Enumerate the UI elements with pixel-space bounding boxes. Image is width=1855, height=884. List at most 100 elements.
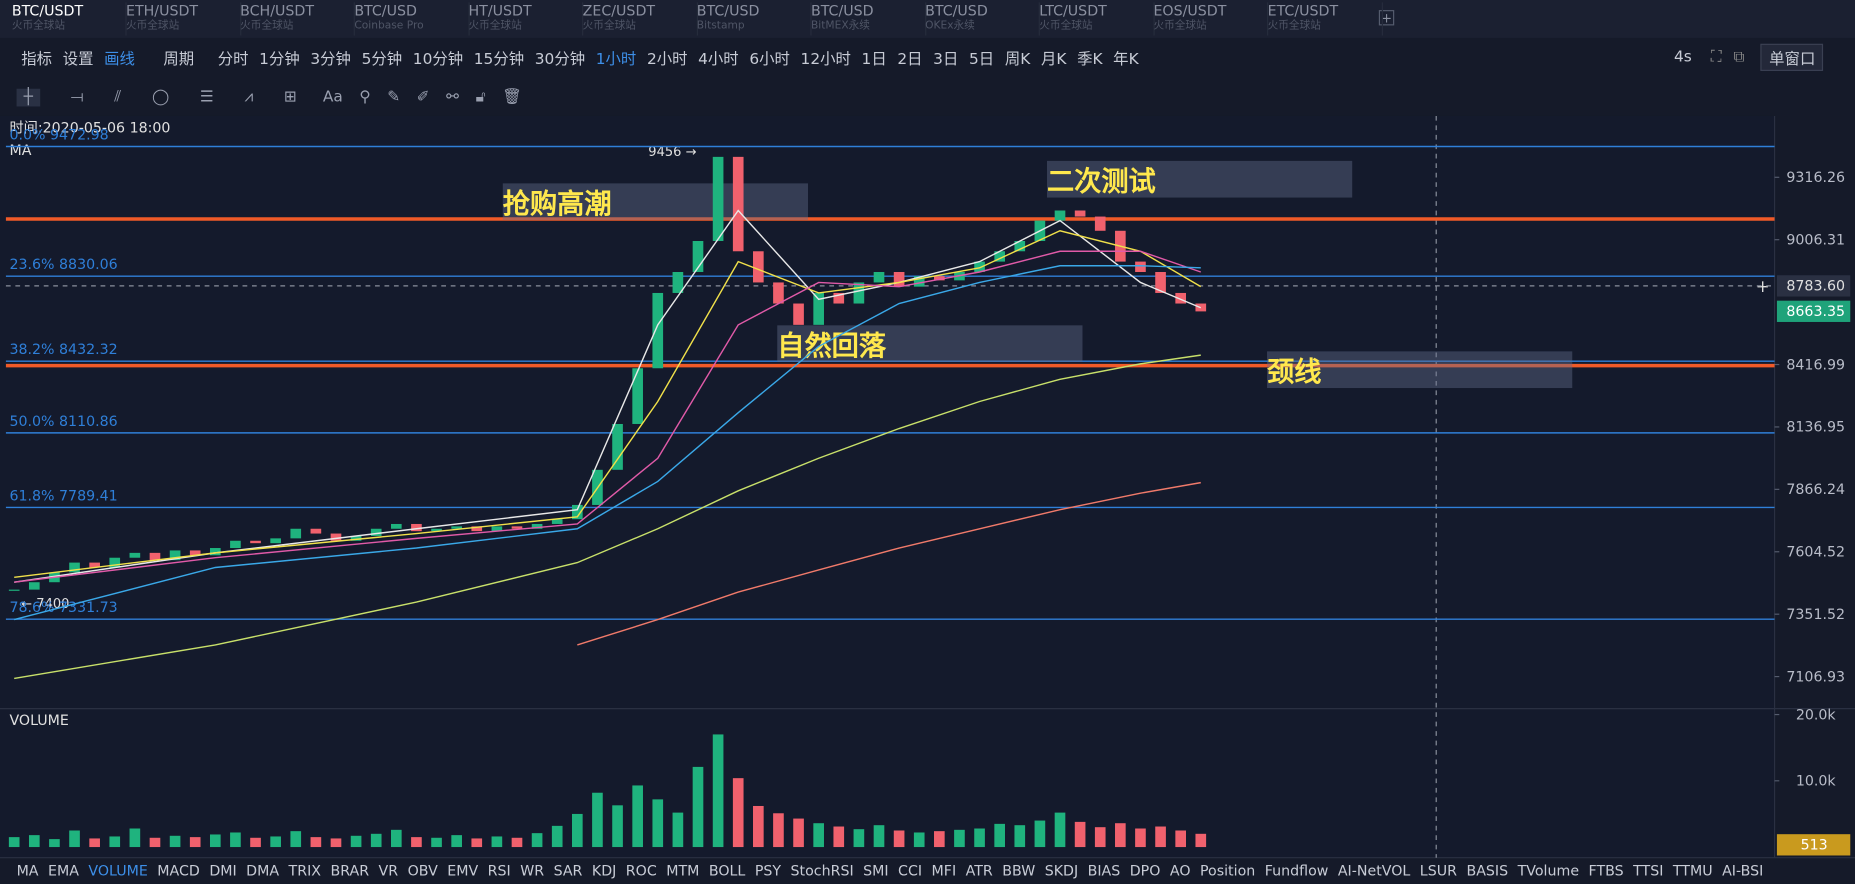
add-tab-icon[interactable]: + — [1381, 11, 1392, 26]
indicator[interactable]: DPO — [1129, 862, 1161, 879]
period[interactable]: 2小时 — [646, 50, 688, 69]
period[interactable]: 1小时 — [595, 50, 637, 69]
period[interactable]: 15分钟 — [473, 50, 525, 69]
refresh[interactable]: 4s — [1674, 47, 1692, 66]
indicator[interactable]: DMI — [209, 862, 237, 879]
tool-line[interactable]: ⟞ — [70, 88, 84, 106]
indicator[interactable]: ROC — [625, 862, 657, 879]
indicator[interactable]: PSY — [754, 862, 782, 879]
indicator[interactable]: VOLUME — [88, 862, 148, 879]
indicator[interactable]: MA — [16, 862, 39, 879]
tab[interactable]: ETH/USDT 火币全球站 — [126, 2, 241, 36]
tab[interactable]: BTC/USD Bitstamp — [697, 2, 812, 36]
indicator[interactable]: ATR — [965, 862, 993, 879]
toolbar-item[interactable]: 指标 — [21, 50, 53, 69]
indicator[interactable]: StochRSI — [790, 862, 854, 879]
period[interactable]: 分时 — [217, 50, 249, 69]
tool-delete[interactable]: 🗑︎ — [502, 88, 522, 106]
period[interactable]: 5日 — [969, 50, 995, 69]
indicator[interactable]: TTSI — [1633, 862, 1664, 879]
indicator[interactable]: BOLL — [708, 862, 746, 879]
tab[interactable]: BTC/USD Coinbase Pro — [354, 2, 470, 36]
indicator[interactable]: MACD — [157, 862, 200, 879]
tool-crosshair[interactable]: ┼ — [16, 88, 41, 106]
period[interactable]: 2日 — [897, 50, 923, 69]
period[interactable]: 季K — [1077, 50, 1103, 69]
period[interactable]: 周K — [1004, 50, 1031, 69]
period[interactable]: 5分钟 — [361, 50, 403, 69]
indicator[interactable]: TVolume — [1517, 862, 1580, 879]
tab[interactable]: BTC/USD OKEx永续 — [925, 2, 1040, 36]
period[interactable]: 1分钟 — [259, 50, 300, 69]
tab[interactable]: EOS/USDT 火币全球站 — [1153, 2, 1269, 36]
indicator[interactable]: KDJ — [591, 862, 617, 879]
indicator[interactable]: WR — [520, 862, 545, 879]
period[interactable]: 12小时 — [800, 50, 851, 69]
volume-bar — [451, 835, 462, 848]
indicator[interactable]: LSUR — [1419, 862, 1457, 879]
indicator[interactable]: MFI — [931, 862, 957, 879]
period[interactable]: 10分钟 — [412, 50, 464, 69]
ma-line — [14, 354, 1201, 680]
tool-text[interactable]: Aa — [322, 88, 343, 106]
period[interactable]: 年K — [1113, 50, 1139, 69]
indicator[interactable]: BASIS — [1466, 862, 1509, 879]
indicator[interactable]: OBV — [407, 862, 438, 879]
tool-ruler[interactable]: ✎ — [387, 88, 401, 106]
period[interactable]: 3日 — [933, 50, 959, 69]
tab[interactable]: HT/USDT 火币全球站 — [468, 2, 584, 36]
period[interactable]: 3分钟 — [310, 50, 351, 69]
candle — [250, 540, 261, 544]
toolbar-item[interactable]: 画线 — [104, 50, 135, 69]
tab[interactable]: BTC/USDT 火币全球站 — [12, 2, 127, 36]
indicator[interactable]: BBW — [1002, 862, 1036, 879]
indicator[interactable]: FTBS — [1588, 862, 1624, 879]
indicator[interactable]: DMA — [246, 862, 280, 879]
indicator[interactable]: Fundflow — [1264, 862, 1329, 879]
period[interactable]: 月K — [1040, 50, 1067, 69]
window-select[interactable]: 单窗口 — [1760, 43, 1824, 71]
period[interactable]: 30分钟 — [534, 50, 586, 69]
tool-ellipse[interactable]: ◯ — [151, 88, 170, 106]
tool-parallel[interactable]: ⫽ — [114, 88, 122, 106]
toolbar-item[interactable]: 设置 — [62, 50, 94, 69]
tab[interactable]: BTC/USD BitMEX永续 — [811, 2, 926, 36]
indicator[interactable]: MTM — [666, 862, 700, 879]
tab[interactable]: ZEC/USDT 火币全球站 — [583, 2, 698, 36]
indicator[interactable]: SKDJ — [1044, 862, 1079, 879]
tab[interactable]: ETC/USDT 火币全球站 — [1268, 2, 1383, 36]
add-tab[interactable] — [1378, 10, 1395, 26]
indicator[interactable]: Position — [1199, 862, 1256, 879]
tool-fib[interactable]: ☰ — [199, 88, 214, 106]
indicator[interactable]: EMA — [47, 862, 79, 879]
period[interactable]: 1日 — [861, 50, 887, 69]
tool-link[interactable]: ⚯ — [446, 88, 460, 106]
popout-icon[interactable]: ⧉ — [1733, 47, 1745, 66]
tab[interactable]: BCH/USDT 火币全球站 — [240, 2, 355, 36]
indicator[interactable]: TRIX — [288, 862, 322, 879]
annotation-box — [502, 183, 809, 221]
annotation: 二次测试 — [1047, 166, 1156, 197]
indicator[interactable]: SMI — [863, 862, 889, 879]
period[interactable]: 6小时 — [749, 50, 790, 69]
tool-lock[interactable]: 🔓︎ — [475, 88, 486, 106]
indicator[interactable]: BIAS — [1087, 862, 1121, 879]
period[interactable]: 4小时 — [698, 50, 739, 69]
tab[interactable]: LTC/USDT 火币全球站 — [1039, 2, 1155, 36]
indicator[interactable]: RSI — [487, 862, 511, 879]
indicator[interactable]: AO — [1169, 862, 1191, 879]
tool-pen[interactable]: ✐ — [416, 88, 430, 106]
indicator[interactable]: VR — [378, 862, 399, 879]
fullscreen-icon[interactable]: ⛶ — [1710, 47, 1722, 66]
indicator[interactable]: TTMU — [1672, 862, 1713, 879]
tool-measure[interactable]: ⊞ — [283, 88, 297, 106]
indicator[interactable]: CCI — [898, 862, 923, 879]
indicator[interactable]: AI-BSI — [1722, 862, 1764, 879]
indicator[interactable]: SAR — [553, 862, 583, 879]
period-label[interactable]: 周期 — [163, 50, 195, 69]
indicator[interactable]: BRAR — [330, 862, 370, 879]
indicator[interactable]: AI-NetVOL — [1337, 862, 1411, 879]
tool-wave[interactable]: ⩘ — [244, 88, 254, 106]
indicator[interactable]: EMV — [447, 862, 479, 879]
tool-magnet[interactable]: ⚲ — [359, 88, 371, 106]
